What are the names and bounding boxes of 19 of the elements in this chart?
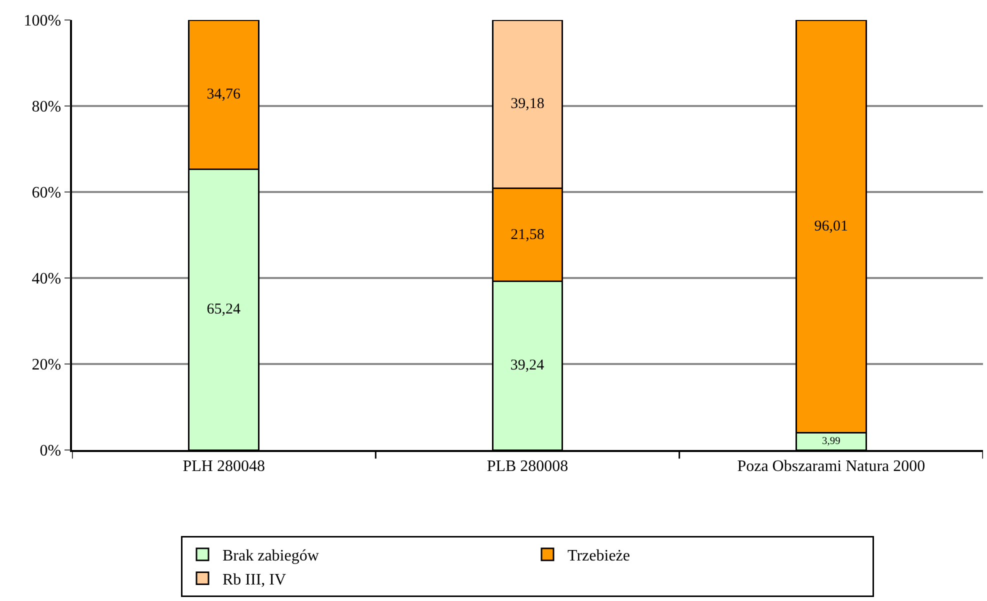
data-label: 3,99 bbox=[822, 436, 840, 448]
data-label: 65,24 bbox=[206, 302, 241, 318]
legend-label: Trzebieże bbox=[568, 548, 630, 565]
data-label: 34,76 bbox=[206, 86, 241, 103]
x-tick-label: PLH 280048 bbox=[182, 458, 265, 475]
data-label: 96,01 bbox=[814, 218, 848, 234]
y-tick-label: 80% bbox=[32, 98, 62, 116]
y-tick-label: 20% bbox=[32, 356, 62, 374]
y-tick-label: 100% bbox=[24, 12, 62, 30]
x-tick-label: PLB 280008 bbox=[486, 458, 568, 475]
y-tick-label: 40% bbox=[32, 270, 62, 288]
legend-label: Brak zabiegów bbox=[222, 548, 320, 565]
legend-label: Rb III, IV bbox=[222, 571, 286, 588]
data-label: 21,58 bbox=[510, 226, 544, 243]
x-tick-label: Poza Obszarami Natura 2000 bbox=[737, 458, 926, 475]
y-tick-label: 0% bbox=[40, 442, 62, 460]
y-tick-label: 60% bbox=[32, 184, 62, 202]
data-label: 39,24 bbox=[510, 358, 545, 374]
data-label: 39,18 bbox=[510, 96, 544, 112]
